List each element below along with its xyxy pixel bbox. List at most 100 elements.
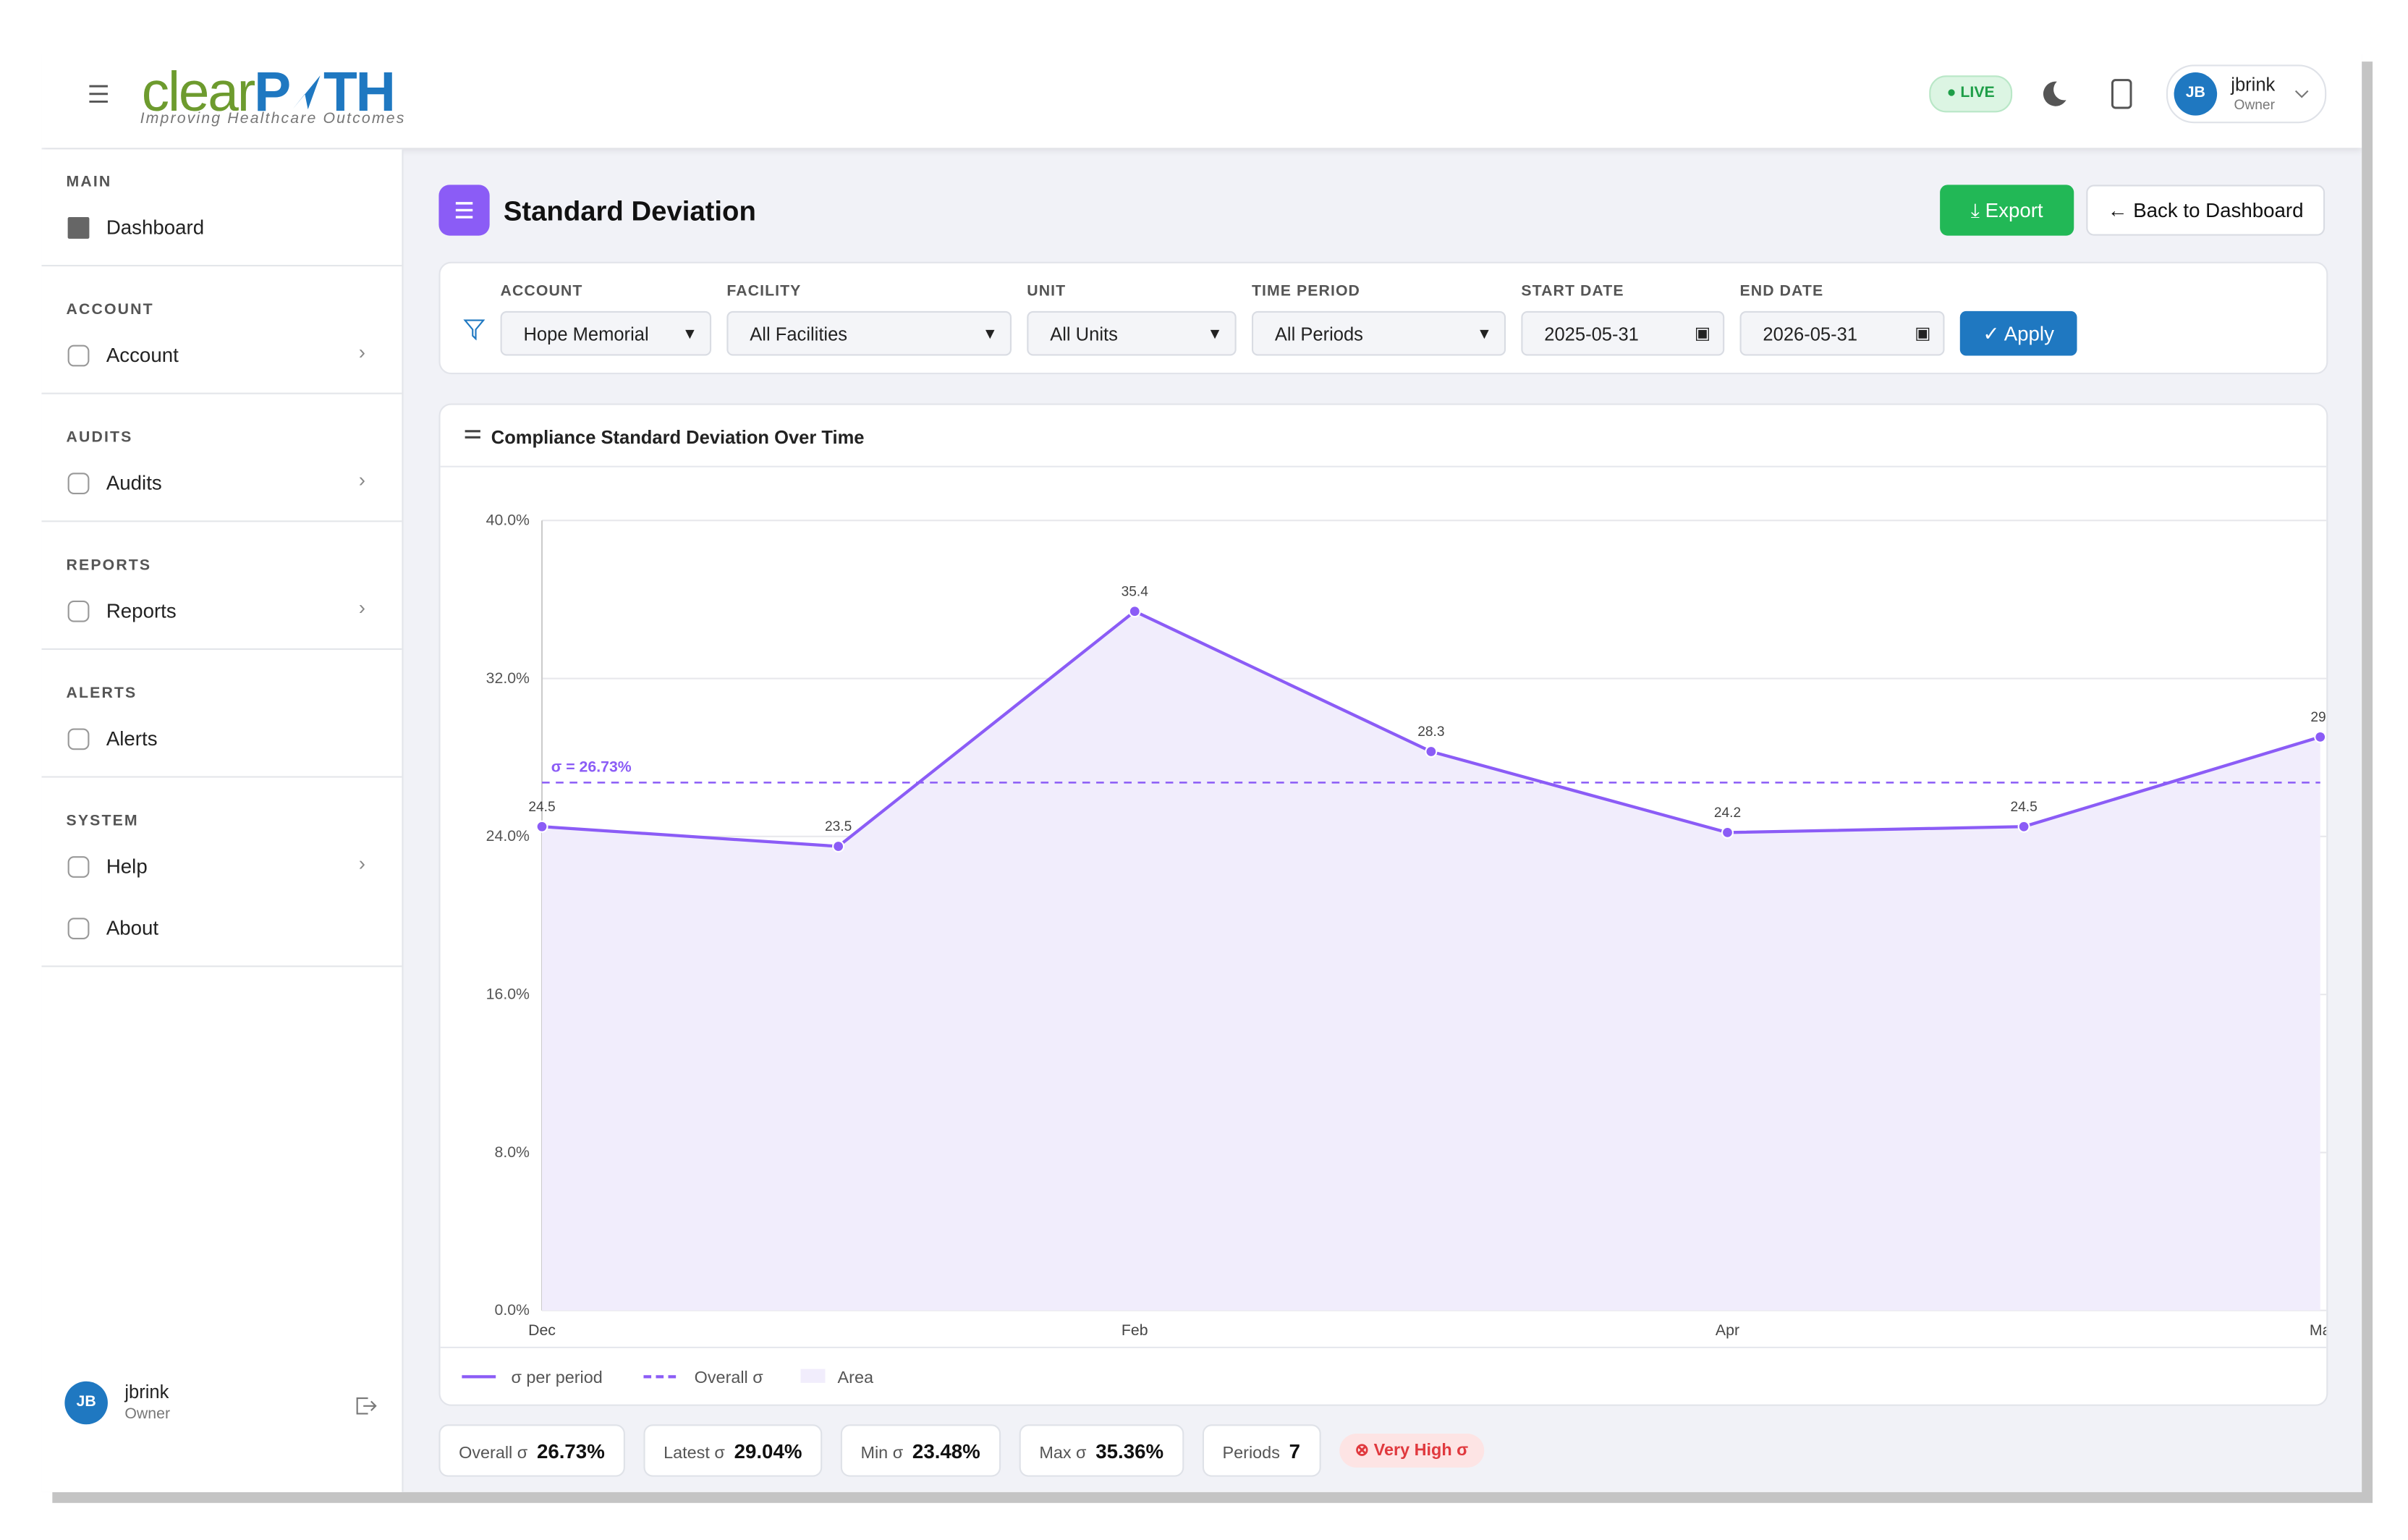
stat-value: 7	[1289, 1439, 1301, 1463]
filter-label: UNIT	[1027, 283, 1067, 300]
separator	[41, 392, 402, 394]
nav-icon	[67, 600, 90, 622]
theme-toggle[interactable]	[2037, 79, 2068, 110]
nav-icon	[67, 473, 90, 495]
logout-icon[interactable]	[356, 1397, 378, 1416]
x-tick-label: Dec	[528, 1321, 556, 1339]
mobile-icon[interactable]	[2111, 79, 2132, 110]
filter-label: END DATE	[1739, 283, 1824, 300]
nav-icon	[67, 344, 90, 367]
point	[2314, 730, 2327, 743]
stat-chip: Periods 7	[1202, 1424, 1320, 1477]
stat-chip: Overall σ 26.73%	[438, 1424, 625, 1477]
top-bar: clearP TH Improving Healthcare Outcomes ●…	[41, 54, 2362, 148]
badge-text: Very High σ	[1373, 1441, 1469, 1460]
data-label: 24.5	[2010, 800, 2037, 815]
data-label: 29.	[2310, 710, 2326, 725]
nav-item[interactable]: About	[106, 916, 159, 940]
stat-label: Periods	[1222, 1444, 1280, 1463]
filter-select[interactable]: All Units ▼	[1027, 310, 1237, 356]
user-role: Owner	[2234, 97, 2275, 113]
filter-value: Hope Memorial	[523, 323, 649, 345]
y-tick-label: 24.0%	[486, 827, 530, 845]
filter-label: TIME PERIOD	[1251, 283, 1361, 300]
user-role: Owner	[124, 1405, 171, 1423]
export-button[interactable]: ⤓ Export	[1940, 185, 2074, 236]
legend-label: Area	[838, 1368, 874, 1387]
stat-label: Latest σ	[664, 1444, 725, 1463]
live-text: LIVE	[1960, 85, 1995, 102]
stat-chip: Latest σ 29.04%	[643, 1424, 823, 1477]
x-tick-label: Feb	[1122, 1321, 1148, 1339]
nav-item[interactable]: Help	[106, 854, 148, 878]
data-label: 24.5	[528, 800, 555, 815]
filter-caret: ▼	[682, 326, 698, 344]
nav-item[interactable]: Audits	[106, 471, 162, 495]
separator	[41, 520, 402, 522]
tagline: Improving Healthcare Outcomes	[140, 111, 406, 128]
logo-part: TH	[323, 59, 396, 124]
y-tick-label: 32.0%	[486, 669, 530, 687]
area	[542, 611, 2320, 1311]
filter-icon	[463, 319, 486, 341]
apply-button[interactable]: ✓ Apply	[1959, 310, 2077, 356]
stat-value: 26.73%	[536, 1439, 605, 1463]
date-input[interactable]: 2025-05-31 ▣	[1521, 310, 1725, 356]
stat-value: 23.48%	[912, 1439, 980, 1463]
page-icon	[438, 185, 490, 236]
x-tick-label: Apr	[1716, 1321, 1739, 1339]
filter-value: 2025-05-31	[1544, 323, 1639, 345]
y-tick-label: 0.0%	[495, 1301, 530, 1319]
reference-label: σ = 26.73%	[551, 758, 632, 775]
chevron	[2294, 90, 2309, 98]
logo-part: clear	[141, 59, 256, 124]
filter-caret: ▣	[1915, 324, 1931, 344]
section-title: AUDITS	[66, 429, 133, 447]
filter-caret: ▼	[1476, 326, 1492, 344]
nav-item[interactable]: Account	[106, 343, 179, 367]
user-menu[interactable]: JB jbrink Owner	[2166, 64, 2327, 124]
user-name: jbrink	[2231, 74, 2276, 96]
logo-plane	[292, 75, 321, 110]
stat-label: Overall σ	[459, 1444, 528, 1463]
separator	[41, 264, 402, 267]
nav-chevron: ›	[358, 851, 366, 875]
date-input[interactable]: 2026-05-31 ▣	[1739, 310, 1945, 356]
separator	[41, 965, 402, 968]
stat-chip: Min σ 23.48%	[840, 1424, 1001, 1477]
filter-value: All Periods	[1274, 323, 1363, 345]
menu-icon[interactable]	[88, 85, 109, 103]
nav-item[interactable]: Alerts	[106, 727, 158, 750]
stat-chip: Max σ 35.36%	[1019, 1424, 1184, 1477]
app: clearP TH Improving Healthcare Outcomes ●…	[41, 54, 2362, 1492]
data-label: 35.4	[1122, 584, 1149, 599]
point	[535, 820, 548, 833]
export-text: Export	[1985, 198, 2043, 222]
page-title: Standard Deviation	[503, 195, 756, 227]
y-tick-label: 16.0%	[486, 986, 530, 1003]
section-title: SYSTEM	[66, 813, 139, 830]
filter-select[interactable]: All Periods ▼	[1251, 310, 1506, 356]
nav-item[interactable]: Dashboard	[106, 215, 205, 239]
nav-chevron: ›	[358, 340, 366, 364]
nav-chevron: ›	[358, 468, 366, 491]
y-tick-label: 8.0%	[495, 1143, 530, 1161]
filter-select[interactable]: All Facilities ▼	[726, 310, 1012, 356]
nav-item[interactable]: Reports	[106, 598, 177, 622]
legend-label: σ per period	[511, 1368, 602, 1387]
sidebar: JB jbrink Owner MAIN Dashboard ACCOUNT Acco…	[41, 149, 404, 1492]
stat-value: 35.36%	[1095, 1439, 1164, 1463]
data-label: 23.5	[825, 819, 852, 834]
chart-title: Compliance Standard Deviation Over Time	[491, 428, 865, 448]
back-button[interactable]: ← Back to Dashboard	[2086, 185, 2326, 236]
chart: Compliance Standard Deviation Over Time 0…	[440, 428, 2327, 1387]
user-name: jbrink	[124, 1381, 169, 1403]
filter-select[interactable]: Hope Memorial ▼	[500, 310, 712, 356]
nav-icon	[67, 217, 90, 239]
apply-text: Apply	[2004, 321, 2054, 345]
live-badge: ● LIVE	[1929, 75, 2013, 113]
nav-icon	[67, 728, 90, 750]
filter-value: All Facilities	[750, 323, 848, 345]
data-label: 28.3	[1417, 724, 1444, 740]
